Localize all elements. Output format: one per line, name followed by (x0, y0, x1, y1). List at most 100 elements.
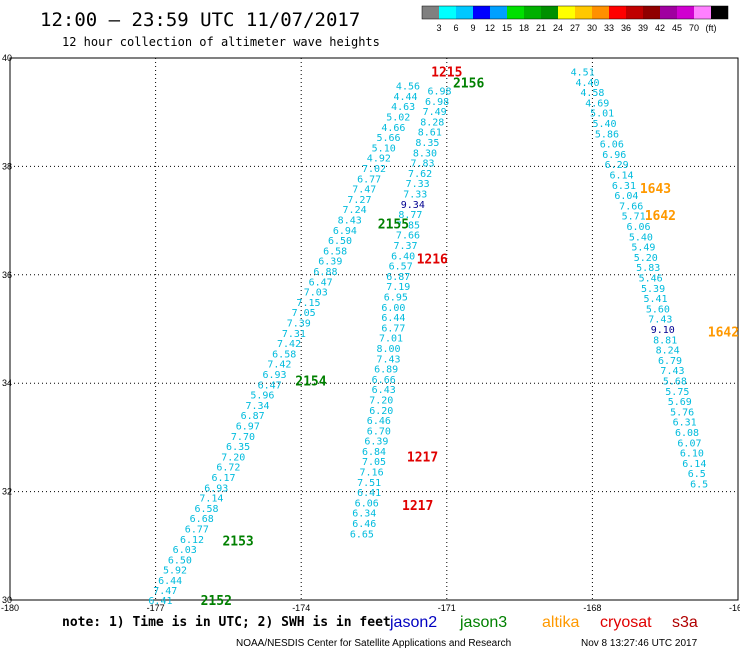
wave-height-value: 7.43 (377, 354, 401, 365)
wave-height-value: 7.03 (304, 288, 328, 299)
wave-height-value: 6.58 (272, 349, 296, 360)
wave-height-value: 8.77 (398, 210, 422, 221)
wave-height-value: 5.68 (663, 376, 687, 387)
x-tick-label: -165 (729, 603, 740, 613)
y-axis-ticks: 30 32 34 36 38 40 (2, 53, 12, 605)
wave-height-value: 7.15 (296, 298, 320, 309)
colorbar-label: 6 (453, 23, 458, 33)
wave-height-value: 4.56 (396, 82, 420, 93)
wave-height-value: 7.66 (619, 201, 643, 212)
pass-time-label: 2156 (453, 76, 484, 91)
wave-height-value: 6.87 (386, 272, 410, 283)
wave-height-value: 6.50 (168, 555, 192, 566)
wave-height-value: 5.02 (386, 113, 410, 124)
wave-height-value: 6.41 (148, 596, 172, 607)
pass-time-label: 2152 (201, 594, 232, 609)
colorbar-label: 36 (621, 23, 631, 33)
wave-height-value: 5.86 (595, 129, 619, 140)
wave-height-value: 6.40 (391, 251, 415, 262)
wave-height-value: 7.70 (231, 432, 255, 443)
wave-height-value: 6.44 (158, 576, 182, 587)
wave-height-value: 6.14 (609, 171, 633, 182)
wave-height-value: 5.92 (163, 566, 187, 577)
pass-time-label: 1643 (640, 182, 671, 197)
colorbar-swatch (541, 6, 558, 19)
pass-time-label: 1215 (431, 66, 462, 81)
wave-height-value: 6.12 (180, 535, 204, 546)
wave-height-value: 5.71 (622, 212, 646, 223)
wave-height-value: 7.47 (352, 185, 376, 196)
wave-height-value: 7.37 (393, 241, 417, 252)
wave-height-value: 8.61 (418, 128, 442, 139)
wave-height-value: 6.07 (677, 438, 701, 449)
footer-credit: NOAA/NESDIS Center for Satellite Applica… (236, 638, 511, 649)
plot-frame (9, 57, 739, 601)
pass-time-label: 2154 (295, 374, 326, 389)
colorbar-label: 12 (485, 23, 495, 33)
colorbar-label: 39 (638, 23, 648, 33)
wave-height-value: 7.05 (292, 308, 316, 319)
wave-height-value: 4.58 (580, 88, 604, 99)
satellite-legend: jason2 jason3 altika cryosat s3a (389, 614, 698, 631)
colorbar-label: (ft) (706, 23, 717, 33)
wave-height-value: 6.72 (216, 463, 240, 474)
wave-height-value: 7.02 (362, 164, 386, 175)
wave-height-value: 5.01 (590, 109, 614, 120)
pass-time-label: 1216 (417, 253, 448, 268)
legend-jason3: jason3 (459, 614, 507, 631)
wave-height-value: 7.01 (379, 334, 403, 345)
wave-height-value: 4.51 (571, 68, 595, 79)
wave-height-value: 7.47 (153, 586, 177, 597)
x-tick-label: -171 (438, 603, 456, 613)
colorbar-label: 45 (672, 23, 682, 33)
x-axis-ticks: -180 -177 -174 -171 -168 -165 (1, 603, 740, 613)
wave-height-value: 6.20 (369, 406, 393, 417)
wave-height-value: 4.66 (381, 123, 405, 134)
wave-height-value: 5.76 (670, 407, 694, 418)
colorbar-label: 42 (655, 23, 665, 33)
legend-cryosat: cryosat (600, 614, 652, 631)
wave-height-value: 6.39 (318, 257, 342, 268)
colorbar-swatch (507, 6, 524, 19)
wave-height-value: 4.69 (585, 98, 609, 109)
wave-height-value: 6.17 (211, 473, 235, 484)
colorbar-swatch (575, 6, 592, 19)
wave-height-labels: 6.417.476.445.926.506.036.126.776.686.58… (148, 68, 708, 607)
colorbar-frame (421, 5, 729, 20)
wave-height-value: 7.42 (267, 360, 291, 371)
wave-height-value: 6.06 (600, 140, 624, 151)
colorbar-label: 30 (587, 23, 597, 33)
wave-height-value: 6.58 (323, 246, 347, 257)
legend-jason2: jason2 (389, 614, 437, 631)
colorbar-label: 9 (470, 23, 475, 33)
wave-height-value: 7.20 (369, 395, 393, 406)
wave-height-value: 8.30 (413, 148, 437, 159)
plot-area: -180 -177 -174 -171 -168 -165 30 32 34 36 38 40 6.… (1, 53, 740, 613)
wave-height-value: 6.35 (226, 442, 250, 453)
colorbar-swatch (711, 6, 728, 19)
colorbar-swatch (609, 6, 626, 19)
pass-time-label: 2155 (378, 217, 409, 232)
wave-height-value: 6.08 (675, 428, 699, 439)
wave-height-value: 7.43 (660, 366, 684, 377)
wave-height-value: 6.93 (262, 370, 286, 381)
legend-s3a: s3a (672, 614, 698, 631)
x-tick-label: -180 (1, 603, 19, 613)
colorbar-swatch (626, 6, 643, 19)
wave-height-value: 6.46 (352, 519, 376, 530)
wave-height-value: 6.5 (688, 469, 706, 480)
colorbar: 3 6 9 12 15 18 21 24 27 30 33 36 39 42 45 70 (ft) (421, 5, 729, 33)
wave-height-value: 8.35 (415, 138, 439, 149)
wave-height-value: 7.33 (403, 190, 427, 201)
colorbar-swatch (490, 6, 507, 19)
wave-height-value: 6.87 (241, 411, 265, 422)
wave-height-value: 5.39 (641, 284, 665, 295)
wave-height-value: 7.39 (287, 318, 311, 329)
y-tick-label: 34 (2, 378, 12, 388)
wave-height-value: 5.75 (665, 387, 689, 398)
colorbar-label: 33 (604, 23, 614, 33)
wave-height-value: 7.16 (360, 468, 384, 479)
wave-height-value: 8.24 (656, 346, 680, 357)
wave-height-value: 5.46 (639, 274, 663, 285)
